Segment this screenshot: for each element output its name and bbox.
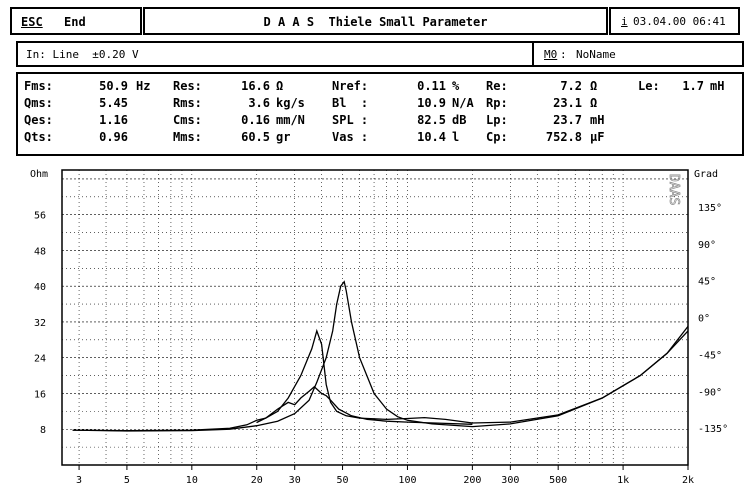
param-value: 7.2 — [560, 79, 582, 93]
param-value: 10.4 — [417, 130, 446, 144]
x-tick-label: 2k — [682, 475, 694, 486]
info-key[interactable]: i — [621, 15, 628, 28]
params-panel: Fms: 50.9 Hz Qms: 5.45 Qes: 1.16 Qts: 0.96 Res: 16… — [16, 72, 744, 156]
param-label: Lp: — [486, 113, 508, 127]
y-right-tick-label: -90° — [698, 387, 722, 398]
y-right-tick-label: 45° — [698, 277, 716, 288]
impedance-series-line — [72, 280, 689, 432]
m0-sep: : — [560, 48, 567, 61]
y-right-tick-label: 90° — [698, 240, 716, 251]
input-divider — [532, 43, 534, 65]
param-label: Rms: — [173, 96, 202, 110]
x-tick-label: 100 — [398, 475, 416, 486]
param-label: SPL : — [332, 113, 369, 127]
param-label: Mms: — [173, 130, 202, 144]
param-unit: % — [452, 79, 460, 93]
x-tick-label: 3 — [76, 475, 82, 486]
param-value: 82.5 — [417, 113, 446, 127]
param-label: Rp: — [486, 96, 508, 110]
param-unit: mH — [590, 113, 605, 127]
param-unit: Ω — [590, 79, 598, 93]
plot-frame — [61, 169, 689, 466]
x-tick-label: 10 — [186, 475, 198, 486]
param-value: 23.1 — [553, 96, 582, 110]
param-value: 23.7 — [553, 113, 582, 127]
esc-label: End — [64, 15, 86, 29]
y-right-tick-label: -135° — [698, 424, 728, 435]
m0-value: NoName — [576, 48, 616, 61]
app-title: D A A S Thiele Small Parameter — [263, 15, 488, 29]
param-label: Re: — [486, 79, 508, 93]
esc-key[interactable]: ESC — [21, 15, 43, 29]
y-tick-label: 16 — [34, 389, 46, 400]
input-bar: In: Line ±0.20 V M0 : NoName — [16, 41, 744, 67]
impedance-series-line — [256, 385, 473, 425]
param-label: Bl : — [332, 96, 369, 110]
param-unit: N/A — [452, 96, 474, 110]
param-unit: mH — [710, 79, 725, 93]
param-value: 5.45 — [99, 96, 128, 110]
y-tick-label: 32 — [34, 318, 46, 329]
param-unit: gr — [276, 130, 291, 144]
watermark: DAAS — [666, 174, 681, 205]
param-unit: Ω — [590, 96, 598, 110]
param-unit: l — [452, 130, 460, 144]
datetime: 03.04.00 06:41 — [633, 15, 726, 28]
m0-key[interactable]: M0 — [544, 48, 558, 61]
impedance-series-line — [72, 328, 689, 432]
x-tick-label: 5 — [124, 475, 130, 486]
header-esc-box[interactable]: ESC End — [10, 7, 142, 35]
y-tick-label: 8 — [40, 425, 46, 436]
y-axis-label-left: Ohm — [30, 169, 48, 180]
x-tick-label: 500 — [549, 475, 567, 486]
param-unit: mm/N — [276, 113, 305, 127]
y-tick-label: 48 — [34, 246, 46, 257]
y-right-tick-label: 135° — [698, 203, 722, 214]
impedance-chart: Ohm Grad 8 16 24 32 40 48 56 -135° -90° -45° 0° 45° 90… — [30, 169, 728, 486]
param-label: Qms: — [24, 96, 53, 110]
param-label: Qes: — [24, 113, 53, 127]
param-unit: kg/s — [276, 96, 305, 110]
param-label: Cms: — [173, 113, 202, 127]
param-value: 0.16 — [241, 113, 270, 127]
title-box: D A A S Thiele Small Parameter — [143, 7, 608, 35]
param-value: 1.7 — [682, 79, 704, 93]
param-label: Qts: — [24, 130, 53, 144]
param-unit: dB — [452, 113, 467, 127]
param-value: 50.9 — [99, 79, 128, 93]
param-value: 1.16 — [99, 113, 128, 127]
input-line-text: In: Line ±0.20 V — [26, 48, 139, 61]
param-label: Res: — [173, 79, 202, 93]
param-value: 752.8 — [545, 130, 582, 144]
param-label: Le: — [638, 79, 660, 93]
param-value: 10.9 — [417, 96, 446, 110]
param-label: Vas : — [332, 130, 369, 144]
x-tick-label: 30 — [289, 475, 301, 486]
param-unit: Hz — [136, 79, 151, 93]
param-value: 60.5 — [241, 130, 270, 144]
param-label: Nref: — [332, 79, 369, 93]
x-tick-label: 200 — [463, 475, 481, 486]
y-right-tick-label: -45° — [698, 350, 722, 361]
x-tick-label: 300 — [501, 475, 519, 486]
y-tick-label: 40 — [34, 282, 46, 293]
param-label: Cp: — [486, 130, 508, 144]
x-tick-label: 50 — [337, 475, 349, 486]
param-label: Fms: — [24, 79, 53, 93]
y-axis-label-right: Grad — [694, 169, 718, 180]
y-tick-label: 56 — [34, 211, 46, 222]
info-box[interactable]: i 03.04.00 06:41 — [609, 7, 740, 35]
y-tick-label: 24 — [34, 354, 46, 365]
param-value: 0.96 — [99, 130, 128, 144]
x-tick-label: 1k — [617, 475, 629, 486]
param-unit: Ω — [276, 79, 284, 93]
x-tick-label: 20 — [251, 475, 263, 486]
param-unit: µF — [590, 130, 605, 144]
y-right-tick-label: 0° — [698, 314, 710, 325]
param-value: 16.6 — [241, 79, 270, 93]
param-value: 0.11 — [417, 79, 446, 93]
param-value: 3.6 — [248, 96, 270, 110]
